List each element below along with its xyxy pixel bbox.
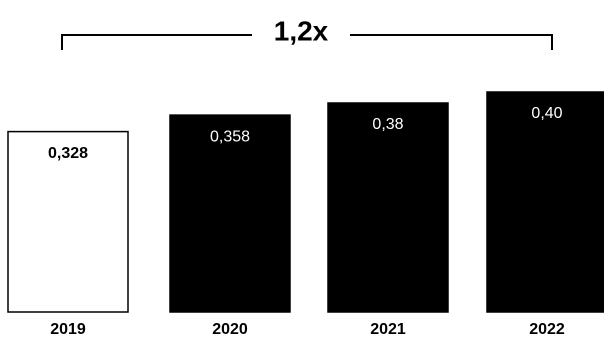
growth-bracket bbox=[61, 34, 553, 50]
x-tick-label: 2020 bbox=[212, 321, 248, 338]
bar bbox=[7, 130, 129, 313]
growth-annotation: 1,2x bbox=[274, 15, 329, 46]
x-tick-label: 2019 bbox=[50, 321, 86, 338]
value-label: 0,358 bbox=[210, 128, 250, 145]
x-tick-label: 2022 bbox=[529, 321, 565, 338]
value-label: 0,328 bbox=[48, 145, 88, 162]
bar bbox=[169, 114, 291, 313]
bar bbox=[486, 91, 604, 313]
value-label: 0,40 bbox=[531, 105, 562, 122]
value-label: 0,38 bbox=[372, 116, 403, 133]
bar bbox=[327, 102, 449, 313]
x-tick-label: 2021 bbox=[370, 321, 406, 338]
